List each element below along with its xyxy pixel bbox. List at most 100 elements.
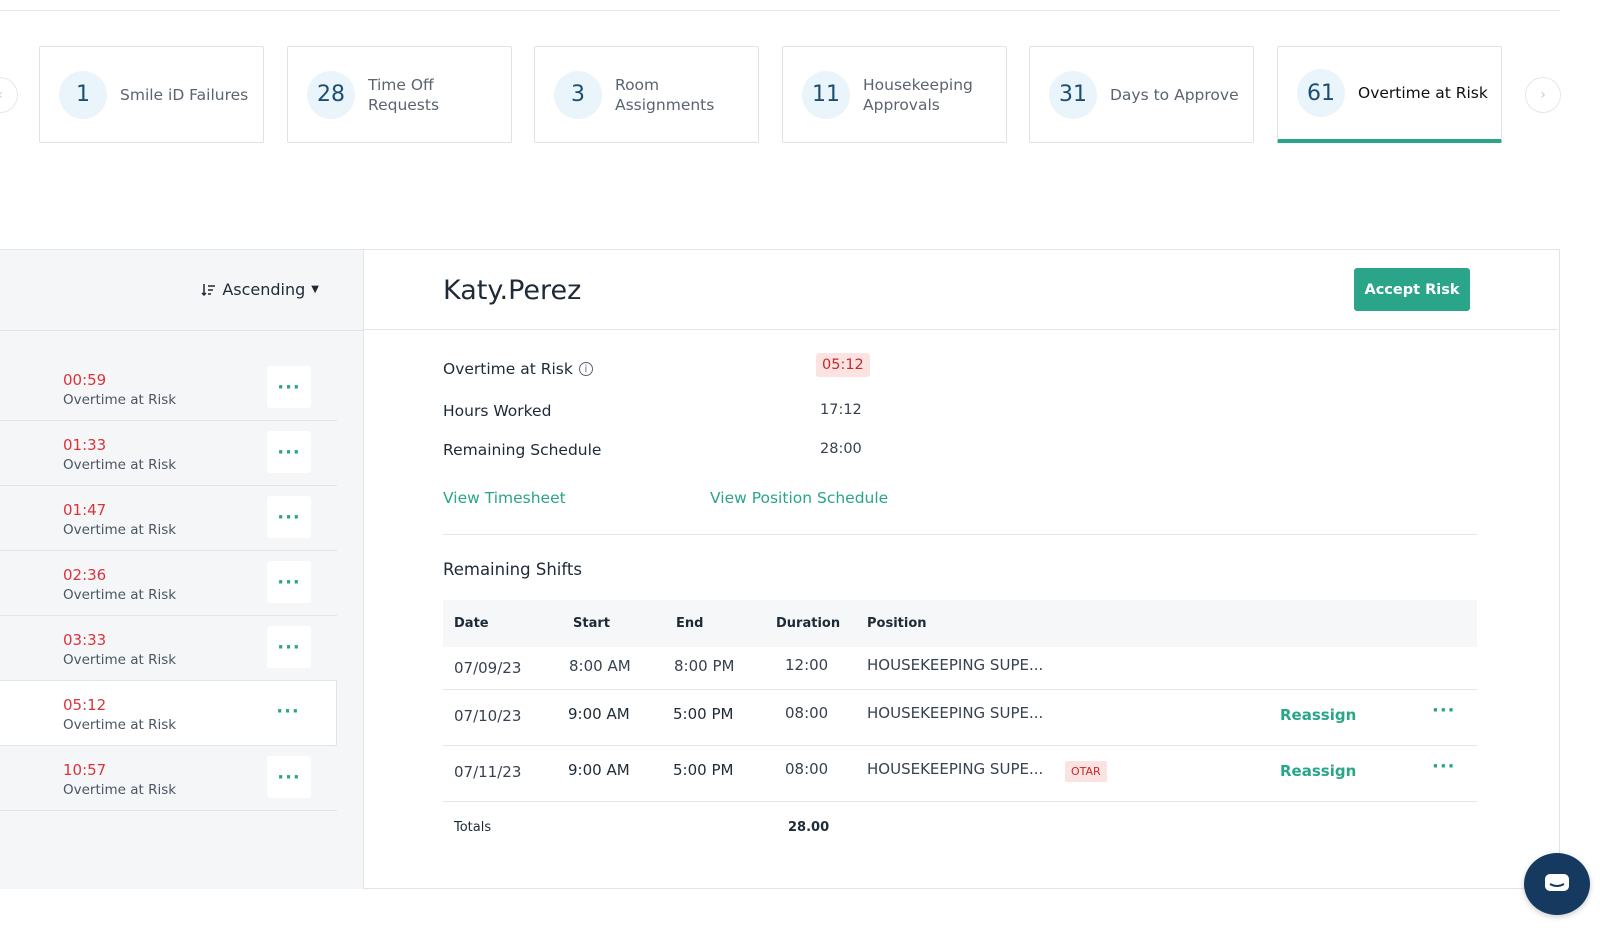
reassign-button[interactable]: Reassign	[1280, 762, 1357, 780]
card-overtime-at-risk[interactable]: 61 Overtime at Risk	[1277, 46, 1502, 143]
cell-date: 07/10/23	[454, 707, 522, 725]
risk-subtitle: Overtime at Risk	[63, 522, 177, 538]
more-actions-button[interactable]: ···	[267, 431, 311, 473]
col-position: Position	[867, 616, 927, 631]
more-actions-button[interactable]: ···	[267, 561, 311, 603]
risk-list-item[interactable]: 01:47 Overtime at Risk ···	[0, 486, 337, 551]
otar-badge: OTAR	[1065, 761, 1107, 782]
risk-subtitle: Overtime at Risk	[63, 587, 177, 603]
scroll-right-button[interactable]: ›	[1525, 77, 1561, 113]
col-date: Date	[454, 616, 489, 631]
more-actions-button[interactable]: ···	[267, 626, 311, 668]
hours-worked-value: 17:12	[820, 402, 862, 418]
col-start: Start	[573, 616, 610, 631]
risk-time: 03:33	[63, 631, 107, 649]
card-count: 11	[802, 70, 850, 119]
sort-bar: Ascending ▼	[0, 250, 363, 331]
hours-worked-label: Hours Worked	[443, 402, 552, 420]
risk-time: 01:33	[63, 436, 107, 454]
cell-position: HOUSEKEEPING SUPE...	[867, 760, 1044, 778]
table-row: 07/10/23 9:00 AM 5:00 PM 08:00 HOUSEKEEP…	[443, 690, 1477, 746]
totals-label: Totals	[454, 820, 492, 835]
risk-list-panel: Ascending ▼ 00:59 Overtime at Risk ··· 0…	[0, 249, 364, 889]
detail-panel: Katy.Perez Accept Risk Overtime at Risk …	[364, 249, 1560, 889]
card-time-off-requests[interactable]: 28 Time Off Requests	[287, 46, 512, 143]
chevron-left-icon: ‹	[0, 87, 3, 103]
risk-time: 10:57	[63, 761, 107, 779]
totals-value: 28.00	[788, 820, 830, 835]
chat-button[interactable]	[1524, 853, 1590, 915]
risk-list-item[interactable]: 10:57 Overtime at Risk ···	[0, 746, 337, 811]
cell-position: HOUSEKEEPING SUPE...	[867, 704, 1044, 722]
cell-start: 8:00 AM	[569, 657, 631, 675]
remaining-schedule-label: Remaining Schedule	[443, 441, 602, 459]
card-count: 28	[307, 70, 355, 119]
scroll-left-button[interactable]: ‹	[0, 77, 18, 113]
cell-duration: 12:00	[785, 656, 829, 674]
card-count: 3	[554, 70, 602, 119]
info-icon[interactable]: i	[578, 362, 593, 376]
card-days-to-approve[interactable]: 31 Days to Approve	[1029, 46, 1254, 143]
more-actions-button[interactable]: ···	[267, 496, 311, 538]
risk-subtitle: Overtime at Risk	[63, 392, 177, 408]
card-housekeeping-approvals[interactable]: 11 Housekeeping Approvals	[782, 46, 1007, 143]
overtime-value: 05:12	[816, 353, 870, 377]
sort-descending-icon	[201, 283, 216, 296]
top-divider	[0, 10, 1560, 11]
row-more-button[interactable]: ···	[1432, 756, 1456, 777]
cell-start: 9:00 AM	[568, 761, 630, 779]
caret-down-icon: ▼	[311, 284, 319, 295]
risk-list-item[interactable]: 00:59 Overtime at Risk ···	[0, 356, 337, 421]
more-actions-button[interactable]: ···	[267, 756, 311, 798]
view-position-schedule-link[interactable]: View Position Schedule	[710, 489, 889, 507]
cell-date: 07/09/23	[454, 659, 522, 677]
col-duration: Duration	[776, 616, 841, 631]
card-label: Smile iD Failures	[120, 85, 249, 104]
risk-list-item[interactable]: 02:36 Overtime at Risk ···	[0, 551, 337, 616]
employee-name: Katy.Perez	[443, 275, 582, 306]
more-actions-button[interactable]: ···	[266, 690, 310, 732]
remaining-schedule-value: 28:00	[820, 441, 862, 457]
card-count: 31	[1049, 70, 1097, 119]
risk-list-item[interactable]: 01:33 Overtime at Risk ···	[0, 421, 337, 486]
cell-end: 5:00 PM	[673, 761, 734, 779]
card-count: 1	[59, 70, 107, 119]
risk-time: 00:59	[63, 371, 107, 389]
cell-duration: 08:00	[785, 704, 829, 722]
row-more-button[interactable]: ···	[1432, 700, 1456, 721]
detail-header: Katy.Perez Accept Risk	[364, 250, 1558, 330]
cell-end: 5:00 PM	[673, 705, 734, 723]
risk-time: 01:47	[63, 501, 107, 519]
shifts-table-header: Date Start End Duration Position	[443, 600, 1477, 647]
cell-position: HOUSEKEEPING SUPE...	[867, 656, 1044, 674]
view-timesheet-link[interactable]: View Timesheet	[443, 489, 566, 507]
more-actions-button[interactable]: ···	[267, 366, 311, 408]
risk-list-item[interactable]: 03:33 Overtime at Risk ···	[0, 616, 337, 681]
risk-subtitle: Overtime at Risk	[63, 782, 177, 798]
card-label: Housekeeping Approvals	[863, 75, 973, 114]
risk-time: 05:12	[63, 696, 107, 714]
reassign-button[interactable]: Reassign	[1280, 706, 1357, 724]
risk-subtitle: Overtime at Risk	[63, 717, 177, 733]
table-row: 07/11/23 9:00 AM 5:00 PM 08:00 HOUSEKEEP…	[443, 746, 1477, 802]
sort-dropdown[interactable]: Ascending ▼	[200, 280, 319, 299]
cell-start: 9:00 AM	[568, 705, 630, 723]
card-label: Time Off Requests	[368, 75, 440, 114]
accept-risk-button[interactable]: Accept Risk	[1354, 268, 1470, 311]
col-end: End	[676, 616, 704, 631]
overtime-label-row: Overtime at Risk i	[443, 360, 593, 378]
chevron-right-icon: ›	[1540, 87, 1546, 103]
cell-duration: 08:00	[785, 760, 829, 778]
table-row: 07/09/23 8:00 AM 8:00 PM 12:00 HOUSEKEEP…	[443, 647, 1477, 690]
section-divider	[443, 534, 1477, 535]
sort-label: Ascending	[222, 280, 306, 299]
risk-subtitle: Overtime at Risk	[63, 652, 177, 668]
chat-icon	[1545, 874, 1569, 891]
card-room-assignments[interactable]: 3 Room Assignments	[534, 46, 759, 143]
cell-date: 07/11/23	[454, 763, 522, 781]
risk-list-item-selected[interactable]: 05:12 Overtime at Risk ···	[0, 680, 337, 746]
card-smile-id-failures[interactable]: 1 Smile iD Failures	[39, 46, 264, 143]
risk-subtitle: Overtime at Risk	[63, 457, 177, 473]
card-label: Days to Approve	[1110, 85, 1239, 104]
card-label: Overtime at Risk	[1358, 84, 1488, 102]
